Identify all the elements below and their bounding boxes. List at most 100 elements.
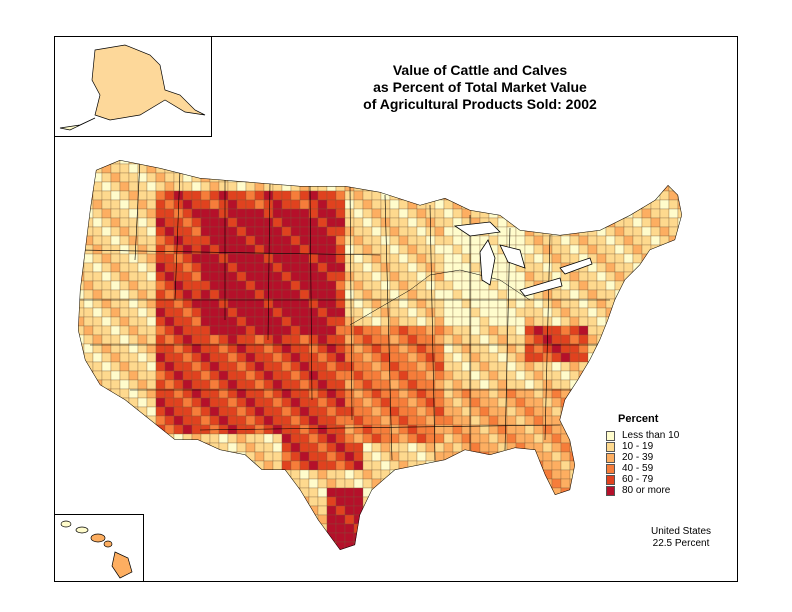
county-cell [687, 209, 696, 218]
county-cell [515, 370, 526, 381]
county-cell [596, 199, 607, 210]
county-cell [191, 334, 202, 345]
county-cell [506, 181, 517, 192]
county-cell [101, 280, 112, 291]
county-cell [461, 532, 472, 543]
county-cell [317, 271, 328, 282]
county-cell [236, 433, 247, 444]
county-cell [164, 235, 175, 246]
county-cell [317, 280, 328, 291]
county-cell [290, 379, 301, 390]
county-cell [227, 280, 238, 291]
county-cell [434, 532, 445, 543]
county-cell [128, 253, 139, 264]
county-cell [398, 226, 409, 237]
county-cell [299, 415, 310, 426]
county-cell [326, 352, 337, 363]
county-cell [497, 523, 508, 534]
county-cell [407, 406, 418, 417]
county-cell [92, 460, 103, 471]
county-cell [506, 505, 517, 516]
county-cell [596, 280, 607, 291]
county-cell [623, 514, 634, 525]
county-cell [425, 352, 436, 363]
county-cell [596, 298, 607, 309]
county-cell [569, 523, 580, 534]
county-cell [434, 190, 445, 201]
county-cell [191, 181, 202, 192]
county-cell [407, 514, 418, 525]
county-cell [335, 217, 346, 228]
county-cell [461, 325, 472, 336]
county-cell [551, 496, 562, 507]
county-cell [668, 163, 679, 174]
county-cell [605, 496, 616, 507]
county-cell [245, 523, 256, 534]
county-cell [182, 343, 193, 354]
county-cell [551, 298, 562, 309]
county-cell [164, 379, 175, 390]
county-cell [245, 172, 256, 183]
legend-item: 10 - 19 [606, 441, 679, 452]
county-cell [92, 226, 103, 237]
county-cell [497, 163, 508, 174]
county-cell [227, 298, 238, 309]
county-cell [569, 451, 580, 462]
county-cell [641, 235, 652, 246]
county-cell [155, 505, 166, 516]
county-cell [218, 271, 229, 282]
county-cell [344, 325, 355, 336]
county-cell [632, 343, 643, 354]
county-cell [641, 343, 652, 354]
county-cell [119, 217, 130, 228]
county-cell [605, 361, 616, 372]
county-cell [254, 298, 265, 309]
county-cell [83, 379, 94, 390]
county-cell [398, 370, 409, 381]
county-cell [155, 217, 166, 228]
county-cell [326, 172, 337, 183]
county-cell [191, 487, 202, 498]
county-cell [182, 235, 193, 246]
county-cell [659, 343, 670, 354]
county-cell [272, 217, 283, 228]
county-cell [380, 307, 391, 318]
county-cell [560, 172, 571, 183]
county-cell [119, 235, 130, 246]
county-cell [425, 334, 436, 345]
county-cell [290, 532, 301, 543]
county-cell [687, 497, 696, 506]
county-cell [434, 160, 445, 165]
county-cell [605, 514, 616, 525]
county-cell [632, 244, 643, 255]
county-cell [488, 163, 499, 174]
county-cell [551, 505, 562, 516]
county-cell [227, 496, 238, 507]
county-cell [236, 361, 247, 372]
county-cell [200, 307, 211, 318]
county-cell [344, 433, 355, 444]
county-cell [317, 487, 328, 498]
county-cell [677, 361, 682, 372]
county-cell [353, 541, 364, 550]
county-cell [578, 190, 589, 201]
county-cell [452, 334, 463, 345]
county-cell [362, 253, 373, 264]
county-cell [677, 235, 682, 246]
county-cell [461, 298, 472, 309]
county-cell [389, 361, 400, 372]
county-cell [173, 343, 184, 354]
county-cell [641, 160, 652, 165]
county-cell [515, 451, 526, 462]
county-cell [687, 515, 696, 524]
county-cell [209, 361, 220, 372]
county-cell [317, 307, 328, 318]
county-cell [326, 262, 337, 273]
county-cell [173, 307, 184, 318]
county-cell [110, 271, 121, 282]
county-cell [470, 541, 481, 550]
county-cell [470, 172, 481, 183]
county-cell [92, 307, 103, 318]
county-cell [263, 505, 274, 516]
county-cell [542, 505, 553, 516]
